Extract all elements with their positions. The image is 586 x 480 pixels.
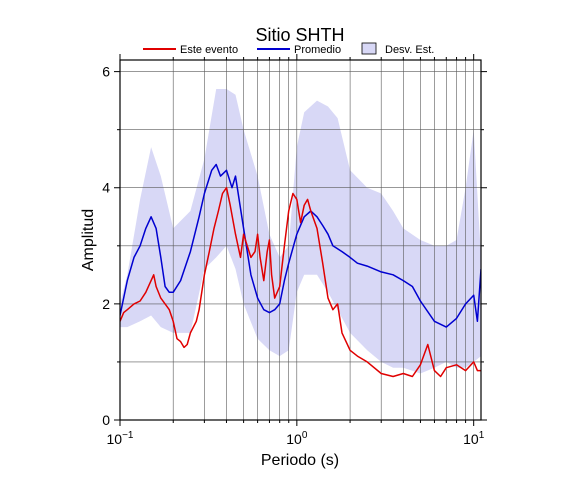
- legend-item: Desv. Est.: [361, 42, 434, 56]
- legend-item: Promedio: [257, 44, 341, 56]
- legend-label: Desv. Est.: [385, 44, 434, 56]
- series-line-este-evento: [120, 186, 481, 378]
- y-tick-label: 0: [102, 412, 110, 428]
- series-layer: [120, 163, 481, 378]
- y-tick-label: 6: [102, 64, 110, 80]
- plot-frame: [119, 59, 482, 421]
- y-tick-label: 4: [102, 180, 110, 196]
- grid-layer: [119, 60, 481, 421]
- legend-item: Este evento: [143, 44, 238, 56]
- std-band-area: [120, 89, 481, 374]
- chart-legend: Este evento Promedio Desv. Est.: [143, 42, 434, 56]
- x-tick-label: 101: [463, 430, 485, 447]
- legend-label: Promedio: [294, 44, 341, 56]
- x-tick-label: 10−1: [107, 430, 134, 447]
- y-axis-label: Amplitud: [80, 209, 97, 271]
- chart-title: Sitio SHTH: [255, 25, 344, 45]
- legend-label: Este evento: [180, 44, 238, 56]
- y-tick-label: 2: [102, 296, 110, 312]
- std-band-layer: [120, 89, 481, 374]
- x-axis-label: Periodo (s): [261, 452, 339, 469]
- legend-swatch-patch: [361, 42, 377, 55]
- series-line-promedio: [120, 163, 481, 328]
- axes-layer: 0 2 4 6 10−1 100 101: [102, 54, 487, 447]
- x-tick-label: 100: [286, 430, 308, 447]
